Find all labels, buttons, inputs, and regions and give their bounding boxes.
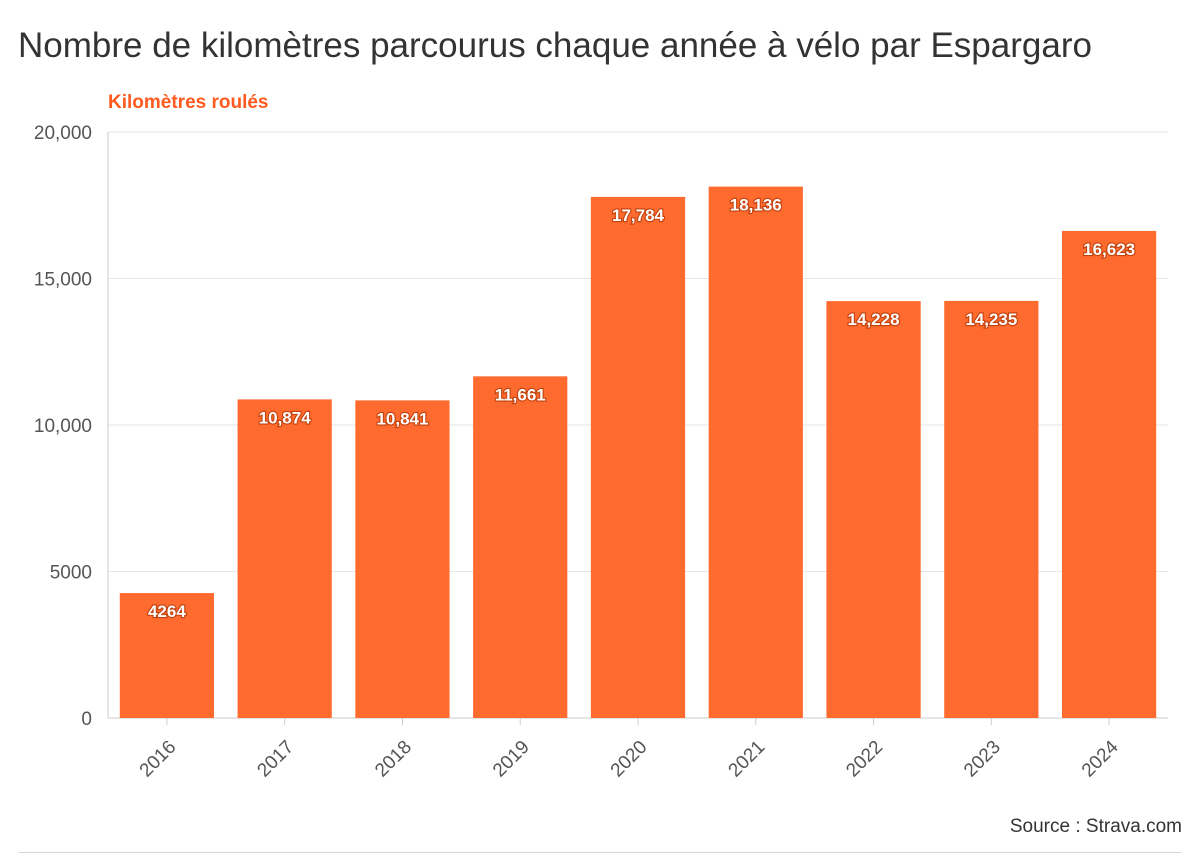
data-label-2022: 14,228 [848, 310, 900, 329]
bottom-divider [18, 852, 1182, 853]
y-tick-label: 10,000 [34, 416, 92, 437]
bar-2020 [590, 196, 686, 718]
bars [119, 186, 1157, 718]
y-tick-label: 5000 [50, 563, 92, 584]
data-label-2019: 11,661 [495, 385, 546, 404]
bar-2021 [708, 186, 803, 718]
bar-2016 [119, 593, 214, 718]
x-tick-label: 2017 [253, 737, 298, 782]
y-tick-label: 20,000 [34, 123, 92, 144]
x-tick-label: 2021 [725, 737, 770, 782]
data-label-2023: 14,235 [965, 310, 1017, 329]
source-note: Source : Strava.com [1009, 816, 1182, 837]
data-label-2017: 10,874 [259, 408, 312, 427]
x-tick-label: 2019 [489, 737, 534, 782]
x-tick-label: 2024 [1078, 736, 1123, 781]
y-axis-ticks: 0 5000 10,000 15,000 20,000 [34, 123, 92, 730]
y-tick-label: 15,000 [34, 270, 92, 291]
x-axis-ticks: 2016 2017 2018 2019 2020 2021 2022 2023 2024 [136, 718, 1123, 781]
bar-2017 [237, 399, 332, 718]
chart-title: Nombre de kilomètres parcourus chaque an… [18, 26, 1092, 65]
data-label-2018: 10,841 [376, 409, 428, 428]
data-label-2021: 18,136 [730, 196, 782, 215]
x-tick-label: 2018 [371, 737, 416, 782]
x-tick-label: 2020 [607, 737, 652, 782]
bar-2023 [944, 300, 1039, 718]
y-tick-label: 0 [81, 709, 92, 730]
x-tick-label: 2016 [136, 737, 181, 782]
data-label-2024: 16,623 [1083, 240, 1135, 259]
x-tick-label: 2023 [960, 737, 1005, 782]
data-label-2020: 17,784 [612, 206, 665, 225]
x-tick-label: 2022 [842, 737, 887, 782]
data-label-2016: 4264 [148, 602, 186, 621]
y-axis-label: Kilomètres roulés [108, 92, 269, 113]
bar-2018 [355, 400, 450, 718]
data-labels: 4264 10,874 10,841 11,661 17,784 18,136 14,228… [147, 195, 1136, 623]
bar-2024 [1062, 230, 1157, 718]
bar-2022 [826, 301, 921, 718]
bar-2019 [473, 376, 568, 718]
